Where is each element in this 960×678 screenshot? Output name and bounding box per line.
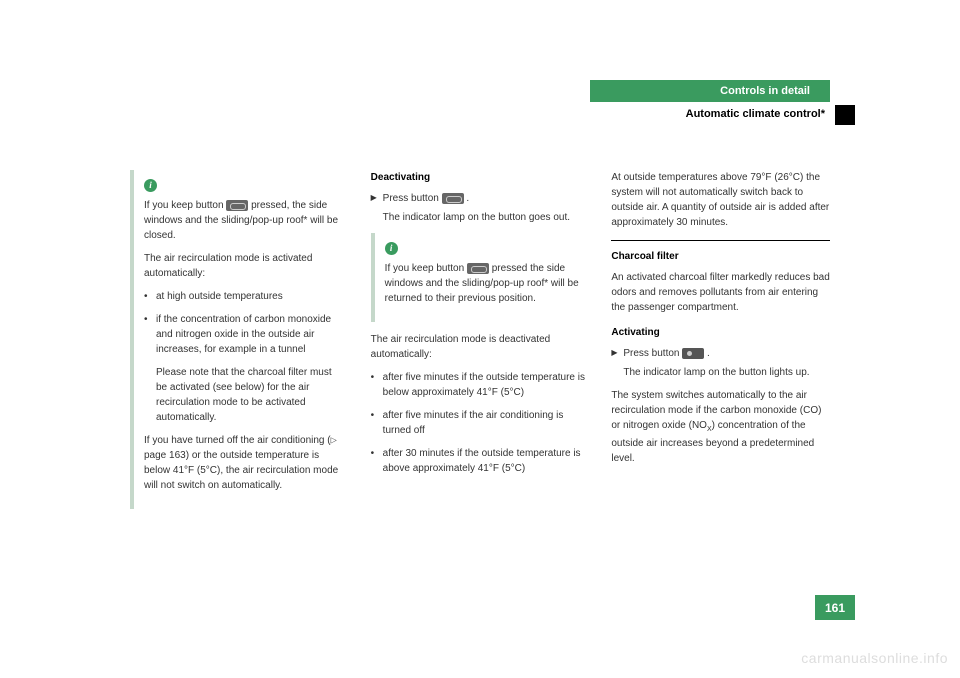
heading-charcoal: Charcoal filter <box>611 249 830 264</box>
info-box: i If you keep button pressed the side wi… <box>371 233 590 322</box>
text: . <box>707 348 710 359</box>
info-text: The air recirculation mode is activated … <box>144 251 339 281</box>
step: Press button . <box>371 191 590 206</box>
column-2: Deactivating Press button . The indicato… <box>371 170 590 519</box>
column-1: i If you keep button pressed, the side w… <box>130 170 349 519</box>
info-box: i If you keep button pressed, the side w… <box>130 170 349 509</box>
list-item: if the concentration of carbon monoxide … <box>144 312 339 425</box>
info-text: If you have turned off the air condition… <box>144 433 339 493</box>
info-text: If you keep button pressed, the side win… <box>144 198 339 243</box>
body-text: An activated charcoal filter markedly re… <box>611 270 830 315</box>
recirc-button-icon <box>226 200 248 211</box>
watermark: carmanualsonline.info <box>801 650 948 666</box>
heading-deactivating: Deactivating <box>371 170 590 185</box>
manual-page: Controls in detail Automatic climate con… <box>130 80 830 620</box>
text: page 163) or the outside temperature is … <box>144 450 338 491</box>
text: If you have turned off the air condition… <box>144 435 331 446</box>
text: Press button <box>383 193 442 204</box>
list-item: after five minutes if the air conditioni… <box>371 408 590 438</box>
step-result: The indicator lamp on the button goes ou… <box>383 210 590 225</box>
body-text: At outside temperatures above 79°F (26°C… <box>611 170 830 230</box>
text: if the concentration of carbon monoxide … <box>156 314 331 355</box>
text: If you keep button <box>144 200 226 211</box>
filter-button-icon <box>682 348 704 359</box>
text: . <box>466 193 469 204</box>
heading-activating: Activating <box>611 325 830 340</box>
info-text: If you keep button pressed the side wind… <box>385 261 580 306</box>
section-subtitle: Automatic climate control* <box>686 108 825 120</box>
list: after five minutes if the outside temper… <box>371 370 590 476</box>
body-text: The system switches automatically to the… <box>611 388 830 466</box>
step-result: The indicator lamp on the button lights … <box>623 365 830 380</box>
text: Please note that the charcoal filter mus… <box>156 365 339 425</box>
info-list: at high outside temperatures if the conc… <box>144 289 339 425</box>
list-item: after 30 minutes if the outside temperat… <box>371 446 590 476</box>
content-columns: i If you keep button pressed, the side w… <box>130 170 830 519</box>
section-header-bar: Controls in detail <box>590 80 830 102</box>
text: Press button <box>623 348 682 359</box>
section-title: Controls in detail <box>720 85 810 97</box>
recirc-button-icon <box>467 263 489 274</box>
edge-marker <box>835 105 855 125</box>
body-text: The air recirculation mode is deactivate… <box>371 332 590 362</box>
list-item: after five minutes if the outside temper… <box>371 370 590 400</box>
page-ref-icon: ▷ <box>331 436 337 445</box>
divider <box>611 240 830 241</box>
step: Press button . <box>611 346 830 361</box>
recirc-button-icon <box>442 193 464 204</box>
list-item: at high outside temperatures <box>144 289 339 304</box>
page-number: 161 <box>815 595 855 620</box>
info-icon: i <box>144 179 157 192</box>
text: If you keep button <box>385 263 467 274</box>
column-3: At outside temperatures above 79°F (26°C… <box>611 170 830 519</box>
info-icon: i <box>385 242 398 255</box>
